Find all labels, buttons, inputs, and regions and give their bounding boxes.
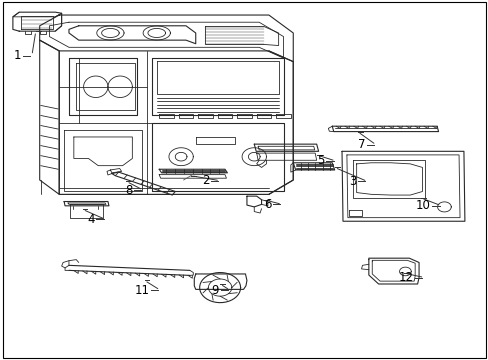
Text: 7: 7 <box>357 138 365 151</box>
Text: 8: 8 <box>125 184 132 197</box>
Text: 1: 1 <box>14 49 21 62</box>
Text: 4: 4 <box>87 213 95 226</box>
Text: 12: 12 <box>398 271 413 284</box>
Text: 10: 10 <box>415 199 430 212</box>
Text: 3: 3 <box>348 175 356 188</box>
Text: 6: 6 <box>264 198 271 211</box>
Text: 9: 9 <box>211 284 219 297</box>
Text: 11: 11 <box>134 284 149 297</box>
Text: 5: 5 <box>317 154 325 167</box>
Text: 2: 2 <box>202 174 209 187</box>
